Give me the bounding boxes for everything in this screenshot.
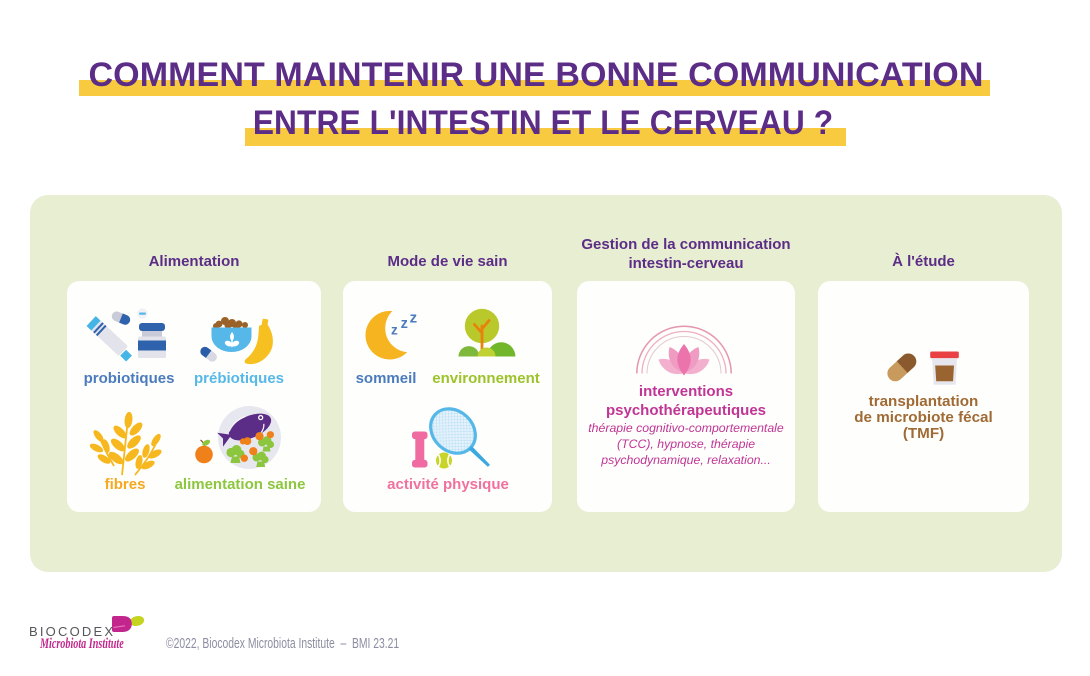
svg-text:z: z — [401, 316, 408, 332]
svg-text:z: z — [410, 309, 418, 326]
svg-text:z: z — [391, 323, 398, 338]
